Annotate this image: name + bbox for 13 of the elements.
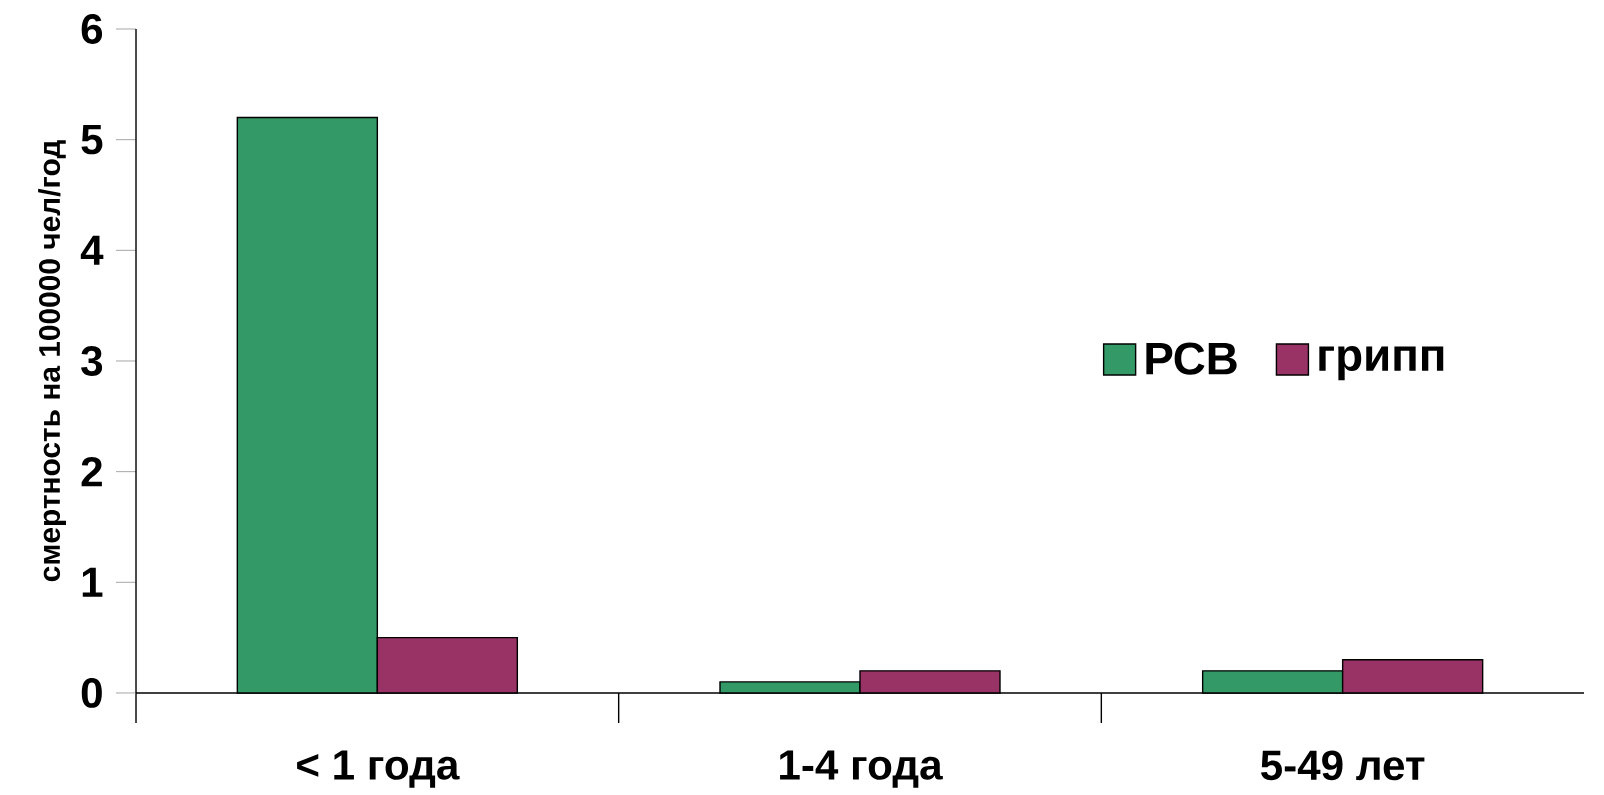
y-tick-label: 4 [80,235,104,265]
y-tick-label: 1 [82,567,103,597]
y-tick-label: 3 [81,346,103,376]
y-tick-label: 6 [81,14,103,44]
x-tick-label: 1-4 года [780,750,943,788]
x-tick-label: < 1 года [297,750,460,788]
legend-label: грипп [1319,346,1444,381]
y-tick-label: 5 [81,124,103,155]
y-axis-title: смертность на 100000 чел/год [38,140,66,582]
y-tick-label: 0 [81,678,102,708]
x-tick-label: 5-49 лет [1261,750,1425,781]
y-tick-label: 2 [81,456,102,487]
legend-label: РСВ [1146,342,1237,375]
